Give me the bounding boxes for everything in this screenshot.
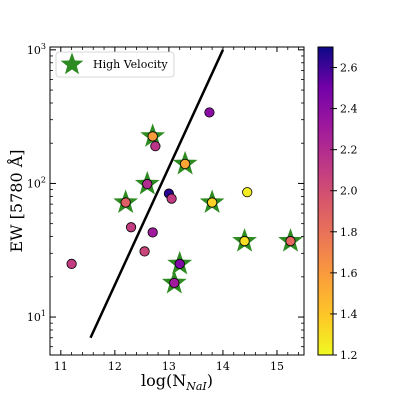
data-point bbox=[139, 246, 150, 257]
colorbar-tick-label: 2.0 bbox=[340, 185, 358, 198]
data-point bbox=[150, 141, 161, 152]
y-tick-label: 102 bbox=[27, 175, 46, 190]
legend-star-icon bbox=[60, 52, 84, 75]
y-tick-exp: 3 bbox=[41, 42, 46, 51]
y-tick-base: 10 bbox=[27, 44, 41, 57]
data-point bbox=[174, 258, 185, 269]
colorbar-tick-label: 2.2 bbox=[340, 144, 358, 157]
data-point bbox=[180, 158, 191, 170]
y-tick-base: 10 bbox=[27, 177, 41, 190]
y-tick-exp: 1 bbox=[41, 309, 46, 318]
y-tick-base: 10 bbox=[27, 311, 41, 324]
x-tick-label: 12 bbox=[108, 360, 122, 373]
x-axis-label-close: ) bbox=[207, 371, 213, 390]
colorbar-tick-label: 1.2 bbox=[340, 349, 358, 362]
legend: High Velocity bbox=[55, 51, 175, 78]
data-point bbox=[147, 131, 158, 142]
data-point bbox=[166, 193, 177, 204]
data-point bbox=[142, 178, 153, 190]
data-point bbox=[125, 222, 137, 233]
y-axis-label: EW [5780 Å] bbox=[6, 149, 26, 252]
fit-line bbox=[89, 49, 225, 339]
colorbar-tick-label: 1.6 bbox=[340, 267, 358, 280]
x-axis-label: log(NNaI) bbox=[141, 371, 213, 393]
x-axis-label-subscript: NaI bbox=[185, 380, 207, 393]
colorbar-tick-label: 1.4 bbox=[340, 308, 358, 321]
plot-frame bbox=[49, 46, 305, 356]
colorbar-tick-label: 1.8 bbox=[340, 226, 358, 239]
points-layer bbox=[66, 107, 303, 294]
data-point bbox=[169, 277, 180, 289]
legend-label: High Velocity bbox=[93, 58, 168, 71]
data-point bbox=[120, 197, 131, 208]
x-tick-label: 13 bbox=[162, 360, 176, 373]
x-axis-label-main: log(N bbox=[141, 371, 186, 390]
data-point bbox=[66, 258, 77, 269]
colorbar-tick-label: 2.4 bbox=[340, 103, 358, 116]
data-point bbox=[147, 227, 158, 238]
x-tick-label: 15 bbox=[270, 360, 284, 373]
fit-line-layer bbox=[89, 49, 225, 339]
colorbar-tick-label: 2.6 bbox=[340, 62, 358, 75]
legend-box bbox=[55, 51, 175, 78]
x-tick-label: 14 bbox=[216, 360, 230, 373]
colorbar bbox=[317, 46, 334, 356]
colorbar-ticks: 1.2 1.4 1.6 1.8 2.0 2.2 2.4 2.6 bbox=[330, 62, 358, 362]
y-tick-label: 103 bbox=[27, 42, 46, 57]
y-tick-label: 101 bbox=[27, 309, 46, 324]
data-point bbox=[207, 197, 218, 208]
data-point bbox=[239, 236, 250, 247]
data-point bbox=[285, 236, 296, 247]
data-point bbox=[204, 107, 215, 118]
x-tick-label: 11 bbox=[54, 360, 68, 373]
y-tick-exp: 2 bbox=[41, 175, 46, 184]
data-point bbox=[242, 187, 253, 198]
